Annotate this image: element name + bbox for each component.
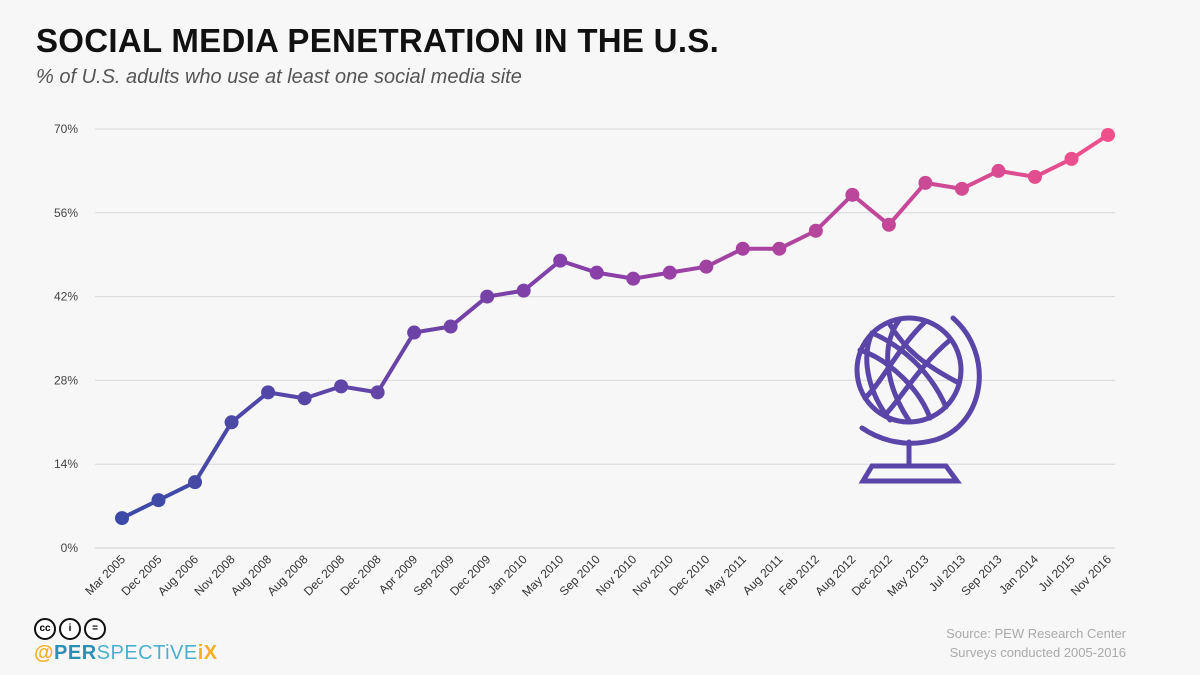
data-point <box>188 475 203 490</box>
x-tick-label: Nov 2016 <box>1068 552 1114 598</box>
y-tick-label: 14% <box>54 457 78 471</box>
data-point <box>553 253 568 268</box>
line-segment <box>448 294 490 329</box>
cc-icon: cc <box>34 618 56 640</box>
data-point <box>370 385 385 400</box>
globe-icon <box>854 315 982 484</box>
data-point <box>662 265 677 280</box>
y-tick-label: 28% <box>54 373 78 387</box>
data-point <box>845 187 860 202</box>
data-point <box>151 493 166 508</box>
surveys-text: Surveys conducted 2005-2016 <box>949 645 1126 660</box>
data-point <box>480 289 495 304</box>
data-point <box>297 391 312 406</box>
line-segment <box>813 192 855 233</box>
line-segment <box>1069 132 1110 161</box>
x-tick-label: Dec 2009 <box>447 552 493 598</box>
data-point <box>735 241 750 256</box>
x-tick-label: Dec 2008 <box>338 552 384 598</box>
line-segment <box>521 258 563 293</box>
data-point <box>443 319 458 334</box>
y-tick-label: 70% <box>54 122 78 136</box>
chart-title: SOCIAL MEDIA PENETRATION IN THE U.S. <box>36 22 720 59</box>
data-point <box>1064 151 1079 166</box>
line-segment <box>886 180 928 227</box>
line-segment <box>850 192 891 227</box>
perspectiveix-handle: @PERSPECTiVEiX <box>34 642 218 664</box>
y-tick-label: 42% <box>54 290 78 304</box>
data-point <box>407 325 422 340</box>
x-tick-label: Jan 2014 <box>996 552 1041 597</box>
data-point <box>516 283 531 298</box>
data-point <box>772 241 787 256</box>
y-tick-label: 0% <box>61 541 79 555</box>
data-point <box>991 163 1006 178</box>
data-point <box>1027 169 1042 184</box>
x-tick-label: May 2011 <box>702 552 749 599</box>
line-segment <box>375 330 417 395</box>
data-point <box>626 271 641 286</box>
data-point <box>918 175 933 190</box>
data-point <box>699 259 714 274</box>
line-segment <box>229 390 271 425</box>
source-text: Source: PEW Research Center <box>946 626 1126 641</box>
data-point <box>954 181 969 196</box>
data-point <box>115 511 129 526</box>
data-point <box>881 217 896 232</box>
data-point <box>261 385 276 400</box>
line-segment <box>193 420 234 485</box>
data-point <box>808 223 823 238</box>
x-tick-label: Sep 2013 <box>958 552 1004 598</box>
creative-commons-logo: cc i = @PERSPECTiVEiX <box>34 618 218 665</box>
source-note: Source: PEW Research Center Surveys cond… <box>946 624 1126 662</box>
data-point <box>224 415 239 430</box>
chart-subtitle: % of U.S. adults who use at least one so… <box>36 66 522 88</box>
attribution-icon: i <box>59 618 81 640</box>
data-point <box>589 265 604 280</box>
no-derivatives-icon: = <box>84 618 106 640</box>
data-point <box>1101 127 1115 142</box>
data-point <box>334 379 349 394</box>
y-tick-label: 56% <box>54 206 78 220</box>
